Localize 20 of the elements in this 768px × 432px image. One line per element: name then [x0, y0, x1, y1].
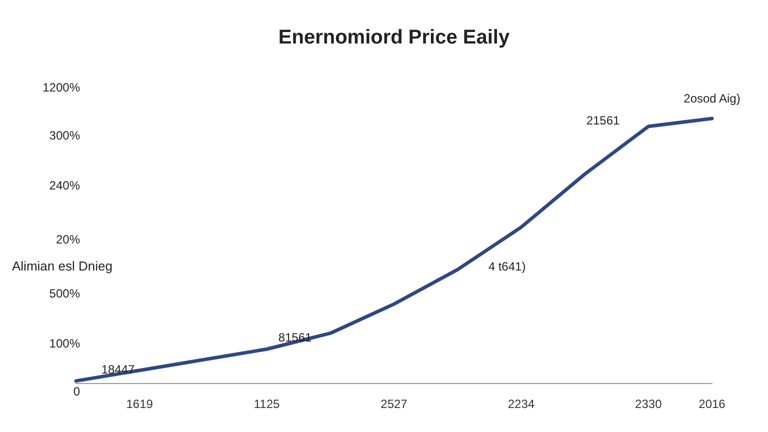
x-tick-label: 2234 [508, 397, 535, 412]
annotation: 4 t641) [488, 259, 526, 274]
annotation: 18447 [101, 362, 136, 376]
annotation: 100% [49, 336, 80, 350]
x-tick-label: 2330 [635, 397, 662, 412]
annotation: 81561 [278, 330, 312, 344]
annotation: 21561 [586, 113, 620, 128]
annotation: 240% [49, 178, 80, 192]
chart-title: Enernomiord Price Eaily [278, 26, 510, 49]
x-tick-label: 2527 [380, 397, 408, 412]
x-tick-label: 1619 [126, 397, 154, 412]
text: 1200% [42, 80, 80, 94]
text: 0 [73, 384, 80, 398]
annotation: 500% [49, 286, 80, 300]
annotation: 300% [49, 128, 80, 142]
text: 2osod Aig) [684, 91, 740, 106]
x-tick-label: 2016 [698, 397, 726, 412]
x-tick-label: 1125 [254, 397, 280, 412]
annotation: 20% [56, 232, 80, 246]
y-axis-title: Alimian esl Dnieg [12, 258, 112, 274]
